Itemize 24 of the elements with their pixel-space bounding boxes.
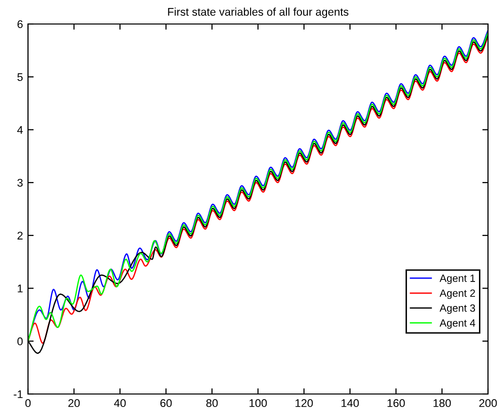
x-tick-label: 200 [479, 399, 497, 408]
y-tick-label: 2 [18, 232, 23, 240]
x-tick-label: 180 [434, 399, 451, 408]
x-tick-label: 120 [296, 399, 313, 408]
y-tick-label: 1 [18, 284, 23, 292]
x-tick-label: 140 [342, 399, 359, 408]
y-tick-label: 6 [18, 20, 23, 28]
chart-title: First state variables of all four agents [168, 8, 348, 18]
x-tick-label: 160 [388, 399, 405, 408]
x-tick-label: 60 [160, 399, 172, 408]
y-tick-label: 3 [17, 178, 23, 187]
legend-label: Agent 3 [440, 304, 476, 314]
x-tick-label: 0 [25, 399, 31, 408]
y-tick-label: 0 [17, 337, 23, 346]
x-tick-label: 20 [68, 399, 80, 408]
legend-label: Agent 4 [440, 319, 476, 329]
y-tick-label: -1 [14, 390, 23, 398]
x-tick-label: 40 [114, 399, 126, 408]
legend-label: Agent 2 [440, 289, 475, 299]
x-tick-label: 80 [206, 399, 218, 408]
legend-label: Agent 1 [440, 274, 475, 284]
y-tick-label: 5 [17, 73, 23, 81]
y-tick-label: 4 [17, 126, 23, 134]
x-tick-label: 100 [250, 399, 267, 408]
